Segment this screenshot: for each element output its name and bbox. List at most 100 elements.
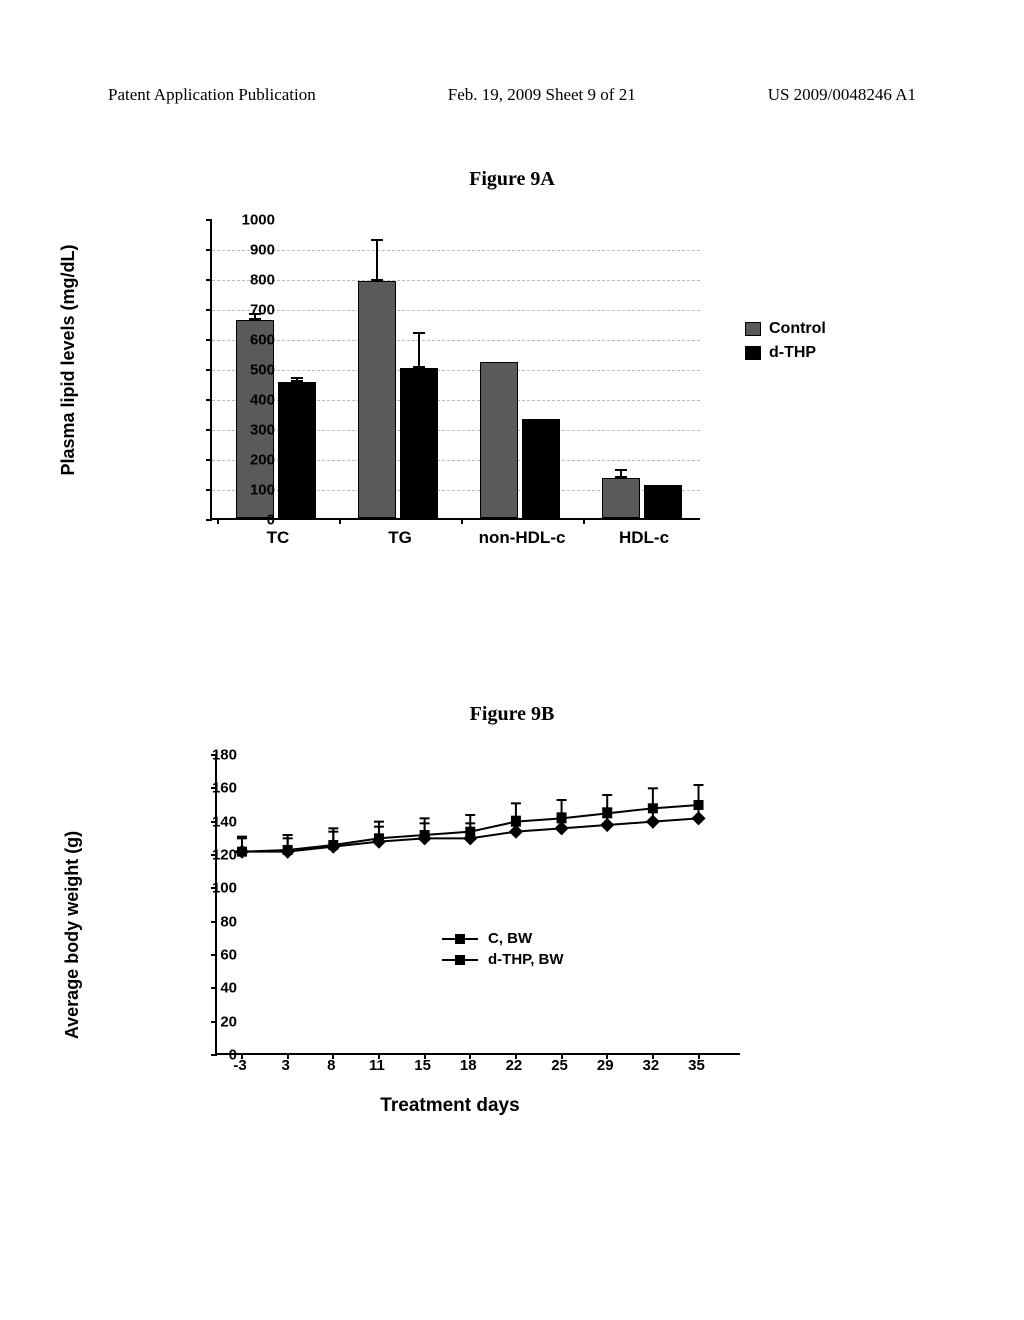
figure-b-chart: Average body weight (g) C, BWd-THP, BW T… xyxy=(130,745,770,1145)
ytick-label: 800 xyxy=(215,272,275,289)
legend-item: d-THP xyxy=(745,344,826,362)
legend-item: Control xyxy=(745,320,826,338)
data-marker xyxy=(374,833,384,843)
figure-a-chart: Plasma lipid levels (mg/dL) TCTGnon-HDL-… xyxy=(130,210,770,570)
legend-swatch xyxy=(745,346,761,360)
legend-swatch xyxy=(745,322,761,336)
ytick-label: 180 xyxy=(187,747,237,764)
error-bar xyxy=(418,332,420,368)
ytick-mark xyxy=(206,279,212,281)
xtick-label: 25 xyxy=(551,1057,568,1074)
legend-label: C, BW xyxy=(488,930,532,947)
xtick-label: 22 xyxy=(506,1057,523,1074)
data-marker xyxy=(691,811,705,825)
header-left: Patent Application Publication xyxy=(108,85,316,105)
bar-control xyxy=(358,281,396,518)
xtick-label: 18 xyxy=(460,1057,477,1074)
figure-a-legend: Control d-THP xyxy=(745,320,826,368)
legend-item: d-THP, BW xyxy=(442,951,564,968)
figure-b-ylabel: Average body weight (g) xyxy=(62,831,83,1039)
ytick-label: 20 xyxy=(187,1013,237,1030)
gridline xyxy=(212,340,700,341)
legend-line xyxy=(442,938,478,940)
ytick-mark xyxy=(206,339,212,341)
ytick-mark xyxy=(206,219,212,221)
ytick-label: 700 xyxy=(215,302,275,319)
x-category-label: non-HDL-c xyxy=(474,528,570,548)
page-header: Patent Application Publication Feb. 19, … xyxy=(108,85,916,105)
figure-b-title: Figure 9B xyxy=(0,703,1024,726)
xtick-label: 11 xyxy=(369,1057,385,1074)
legend-line xyxy=(442,959,478,961)
gridline xyxy=(212,280,700,281)
ytick-mark xyxy=(206,459,212,461)
header-center: Feb. 19, 2009 Sheet 9 of 21 xyxy=(448,85,636,105)
legend-marker-icon xyxy=(455,955,465,965)
data-marker xyxy=(694,800,704,810)
ytick-label: 400 xyxy=(215,392,275,409)
error-bar xyxy=(620,469,622,478)
bar-control xyxy=(480,362,518,518)
data-marker xyxy=(557,813,567,823)
bar-dthp xyxy=(400,368,438,518)
xtick-mark xyxy=(461,518,463,524)
error-bar xyxy=(376,239,378,281)
data-marker xyxy=(237,847,247,857)
data-marker xyxy=(283,845,293,855)
ytick-label: 900 xyxy=(215,242,275,259)
ytick-mark xyxy=(206,519,212,521)
ytick-label: 100 xyxy=(215,482,275,499)
bar-dthp xyxy=(522,419,560,518)
legend-label: Control xyxy=(769,320,826,338)
ytick-label: 100 xyxy=(187,880,237,897)
ytick-label: 40 xyxy=(187,980,237,997)
ytick-label: 120 xyxy=(187,847,237,864)
xtick-mark xyxy=(583,518,585,524)
data-marker xyxy=(554,821,568,835)
xtick-mark xyxy=(339,518,341,524)
ytick-label: 0 xyxy=(215,512,275,529)
ytick-label: 300 xyxy=(215,422,275,439)
ytick-label: 60 xyxy=(187,947,237,964)
gridline xyxy=(212,370,700,371)
data-marker xyxy=(328,840,338,850)
xtick-label: 35 xyxy=(688,1057,705,1074)
ytick-label: 140 xyxy=(187,813,237,830)
data-marker xyxy=(602,808,612,818)
ytick-label: 0 xyxy=(187,1047,237,1064)
data-marker xyxy=(648,803,658,813)
ytick-mark xyxy=(206,249,212,251)
x-category-label: HDL-c xyxy=(596,528,692,548)
figure-a-plot: TCTGnon-HDL-cHDL-c xyxy=(210,220,700,520)
xtick-label: 15 xyxy=(414,1057,431,1074)
data-marker xyxy=(646,815,660,829)
ytick-label: 80 xyxy=(187,913,237,930)
legend-label: d-THP xyxy=(769,344,816,362)
ytick-label: 1000 xyxy=(215,212,275,229)
legend-marker-icon xyxy=(455,934,465,944)
ytick-label: 200 xyxy=(215,452,275,469)
gridline xyxy=(212,250,700,251)
error-bar xyxy=(296,377,298,382)
ytick-label: 160 xyxy=(187,780,237,797)
gridline xyxy=(212,310,700,311)
figure-b-xlabel: Treatment days xyxy=(130,1095,770,1117)
ytick-mark xyxy=(206,369,212,371)
ytick-mark xyxy=(206,489,212,491)
legend-label: d-THP, BW xyxy=(488,951,564,968)
xtick-label: 32 xyxy=(643,1057,660,1074)
xtick-label: 3 xyxy=(281,1057,289,1074)
legend-item: C, BW xyxy=(442,930,564,947)
data-marker xyxy=(511,817,521,827)
figure-a-title: Figure 9A xyxy=(0,168,1024,191)
data-marker xyxy=(420,830,430,840)
ytick-mark xyxy=(206,399,212,401)
header-right: US 2009/0048246 A1 xyxy=(768,85,916,105)
data-marker xyxy=(465,827,475,837)
ytick-mark xyxy=(206,429,212,431)
bar-control xyxy=(602,478,640,519)
ytick-label: 600 xyxy=(215,332,275,349)
bar-dthp xyxy=(644,485,682,518)
line-plot-svg xyxy=(217,755,742,1055)
ytick-label: 500 xyxy=(215,362,275,379)
